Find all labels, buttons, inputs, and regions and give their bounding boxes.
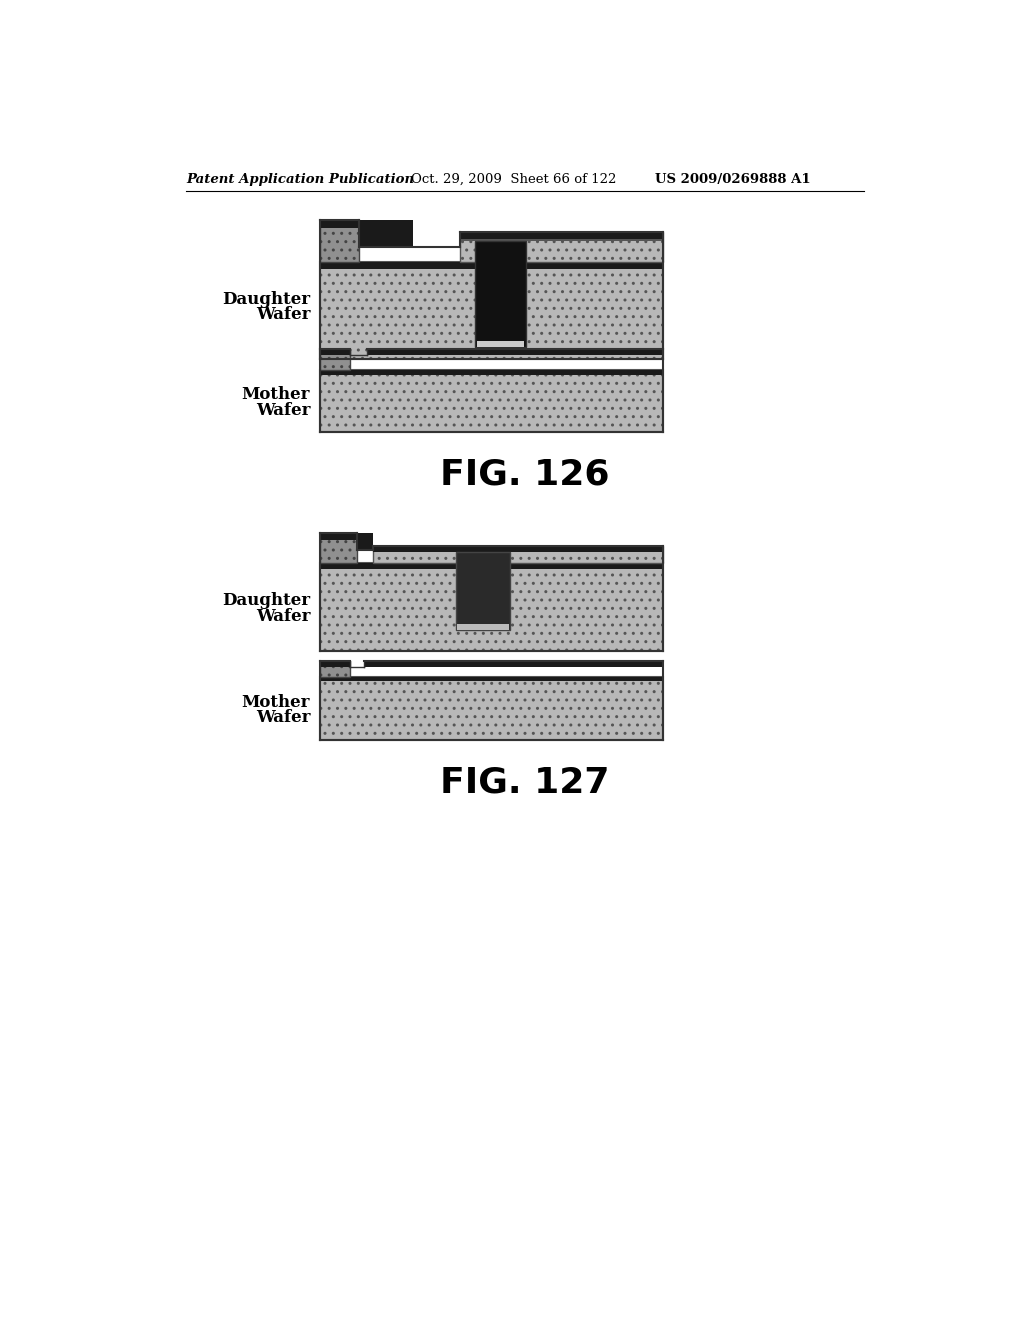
Bar (321, 348, 349, 370)
Text: Daughter: Daughter (222, 593, 310, 610)
Bar (321, 533, 357, 562)
Bar (321, 348, 349, 355)
Bar (359, 220, 414, 247)
Bar (456, 552, 510, 630)
Bar (321, 661, 349, 677)
Bar (364, 661, 663, 667)
Text: Wafer: Wafer (256, 709, 310, 726)
Text: Patent Application Publication: Patent Application Publication (186, 173, 415, 186)
Text: Wafer: Wafer (256, 607, 310, 624)
Text: FIG. 126: FIG. 126 (440, 457, 609, 491)
Bar (458, 624, 509, 630)
Bar (321, 370, 663, 375)
Bar (357, 533, 373, 550)
Bar (321, 677, 663, 681)
Bar (460, 239, 663, 240)
Text: Mother: Mother (242, 693, 310, 710)
Bar (321, 562, 663, 651)
Bar (321, 220, 359, 263)
Text: FIG. 127: FIG. 127 (440, 766, 609, 799)
Bar (321, 562, 663, 569)
Bar (321, 263, 663, 268)
Bar (460, 231, 663, 263)
Bar (321, 533, 357, 540)
Bar (477, 341, 524, 347)
Bar (321, 370, 663, 432)
Text: Wafer: Wafer (256, 401, 310, 418)
Text: US 2009/0269888 A1: US 2009/0269888 A1 (655, 173, 811, 186)
Bar (475, 240, 525, 347)
Bar (460, 231, 663, 239)
Text: Daughter: Daughter (222, 290, 310, 308)
Text: Wafer: Wafer (256, 306, 310, 323)
Bar (373, 545, 663, 552)
Bar (321, 263, 663, 359)
Bar (321, 220, 359, 227)
Bar (367, 348, 663, 355)
Text: Oct. 29, 2009  Sheet 66 of 122: Oct. 29, 2009 Sheet 66 of 122 (411, 173, 616, 186)
Bar (321, 677, 663, 739)
Bar (321, 661, 349, 667)
Text: Mother: Mother (242, 387, 310, 404)
Bar (373, 545, 663, 562)
